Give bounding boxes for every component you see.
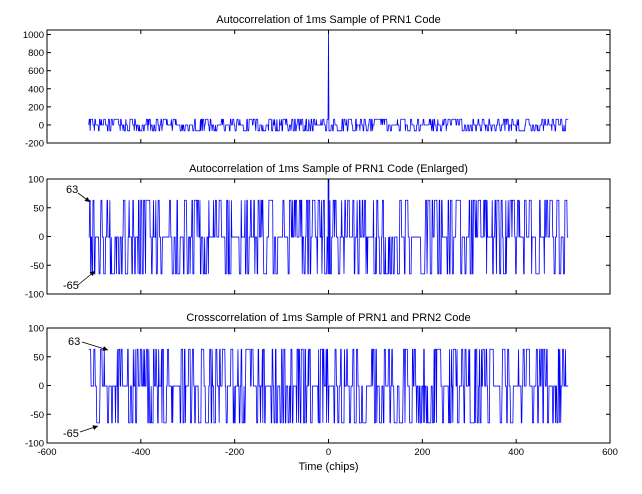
y-tick-label: 0 bbox=[39, 120, 44, 131]
chart-title: Autocorrelation of 1ms Sample of PRN1 Co… bbox=[189, 163, 468, 175]
annotation-label: -65 bbox=[63, 280, 79, 292]
chart-panel-1: Autocorrelation of 1ms Sample of PRN1 Co… bbox=[23, 14, 611, 150]
y-tick-label: 600 bbox=[28, 66, 44, 77]
annotation-label: 63 bbox=[66, 184, 78, 196]
y-tick-label: 50 bbox=[33, 352, 44, 363]
y-tick-label: 200 bbox=[28, 102, 44, 113]
y-tick-label: -50 bbox=[30, 261, 44, 272]
x-tick-label: 0 bbox=[326, 447, 331, 458]
x-axis-label: Time (chips) bbox=[298, 461, 358, 473]
data-series-line bbox=[88, 348, 569, 424]
y-tick-label: 0 bbox=[39, 381, 44, 392]
annotation-arrowhead bbox=[84, 197, 90, 202]
annotation-arrowhead bbox=[89, 271, 95, 277]
x-tick-label: -200 bbox=[225, 447, 244, 458]
data-series-line bbox=[88, 32, 569, 132]
annotation-arrowhead bbox=[102, 346, 108, 351]
y-tick-label: -100 bbox=[25, 290, 44, 301]
plot-area-frame bbox=[46, 327, 611, 444]
y-tick-label: 1000 bbox=[23, 30, 44, 41]
annotation-label: -65 bbox=[63, 428, 79, 440]
chart-title: Crosscorrelation of 1ms Sample of PRN1 a… bbox=[186, 312, 470, 324]
x-tick-label: 200 bbox=[414, 447, 430, 458]
data-series-line bbox=[88, 179, 569, 275]
x-tick-label: 600 bbox=[602, 447, 618, 458]
y-tick-label: -200 bbox=[25, 139, 44, 150]
x-tick-label: -600 bbox=[37, 447, 56, 458]
chart-panel-2: Autocorrelation of 1ms Sample of PRN1 Co… bbox=[25, 163, 611, 301]
x-tick-label: 400 bbox=[508, 447, 524, 458]
chart-title: Autocorrelation of 1ms Sample of PRN1 Co… bbox=[216, 14, 440, 26]
y-tick-label: -100 bbox=[25, 439, 44, 450]
y-tick-label: -50 bbox=[30, 410, 44, 421]
y-tick-label: 0 bbox=[39, 232, 44, 243]
x-tick-label: -400 bbox=[131, 447, 150, 458]
chart-panel-3: Crosscorrelation of 1ms Sample of PRN1 a… bbox=[25, 312, 618, 473]
annotation-arrowhead bbox=[92, 425, 98, 430]
y-tick-label: 100 bbox=[28, 175, 44, 186]
annotation-label: 63 bbox=[68, 336, 80, 348]
y-tick-label: 100 bbox=[28, 324, 44, 335]
y-tick-label: 800 bbox=[28, 48, 44, 59]
plot-area-frame bbox=[46, 178, 611, 295]
y-tick-label: 400 bbox=[28, 84, 44, 95]
y-tick-label: 50 bbox=[33, 203, 44, 214]
